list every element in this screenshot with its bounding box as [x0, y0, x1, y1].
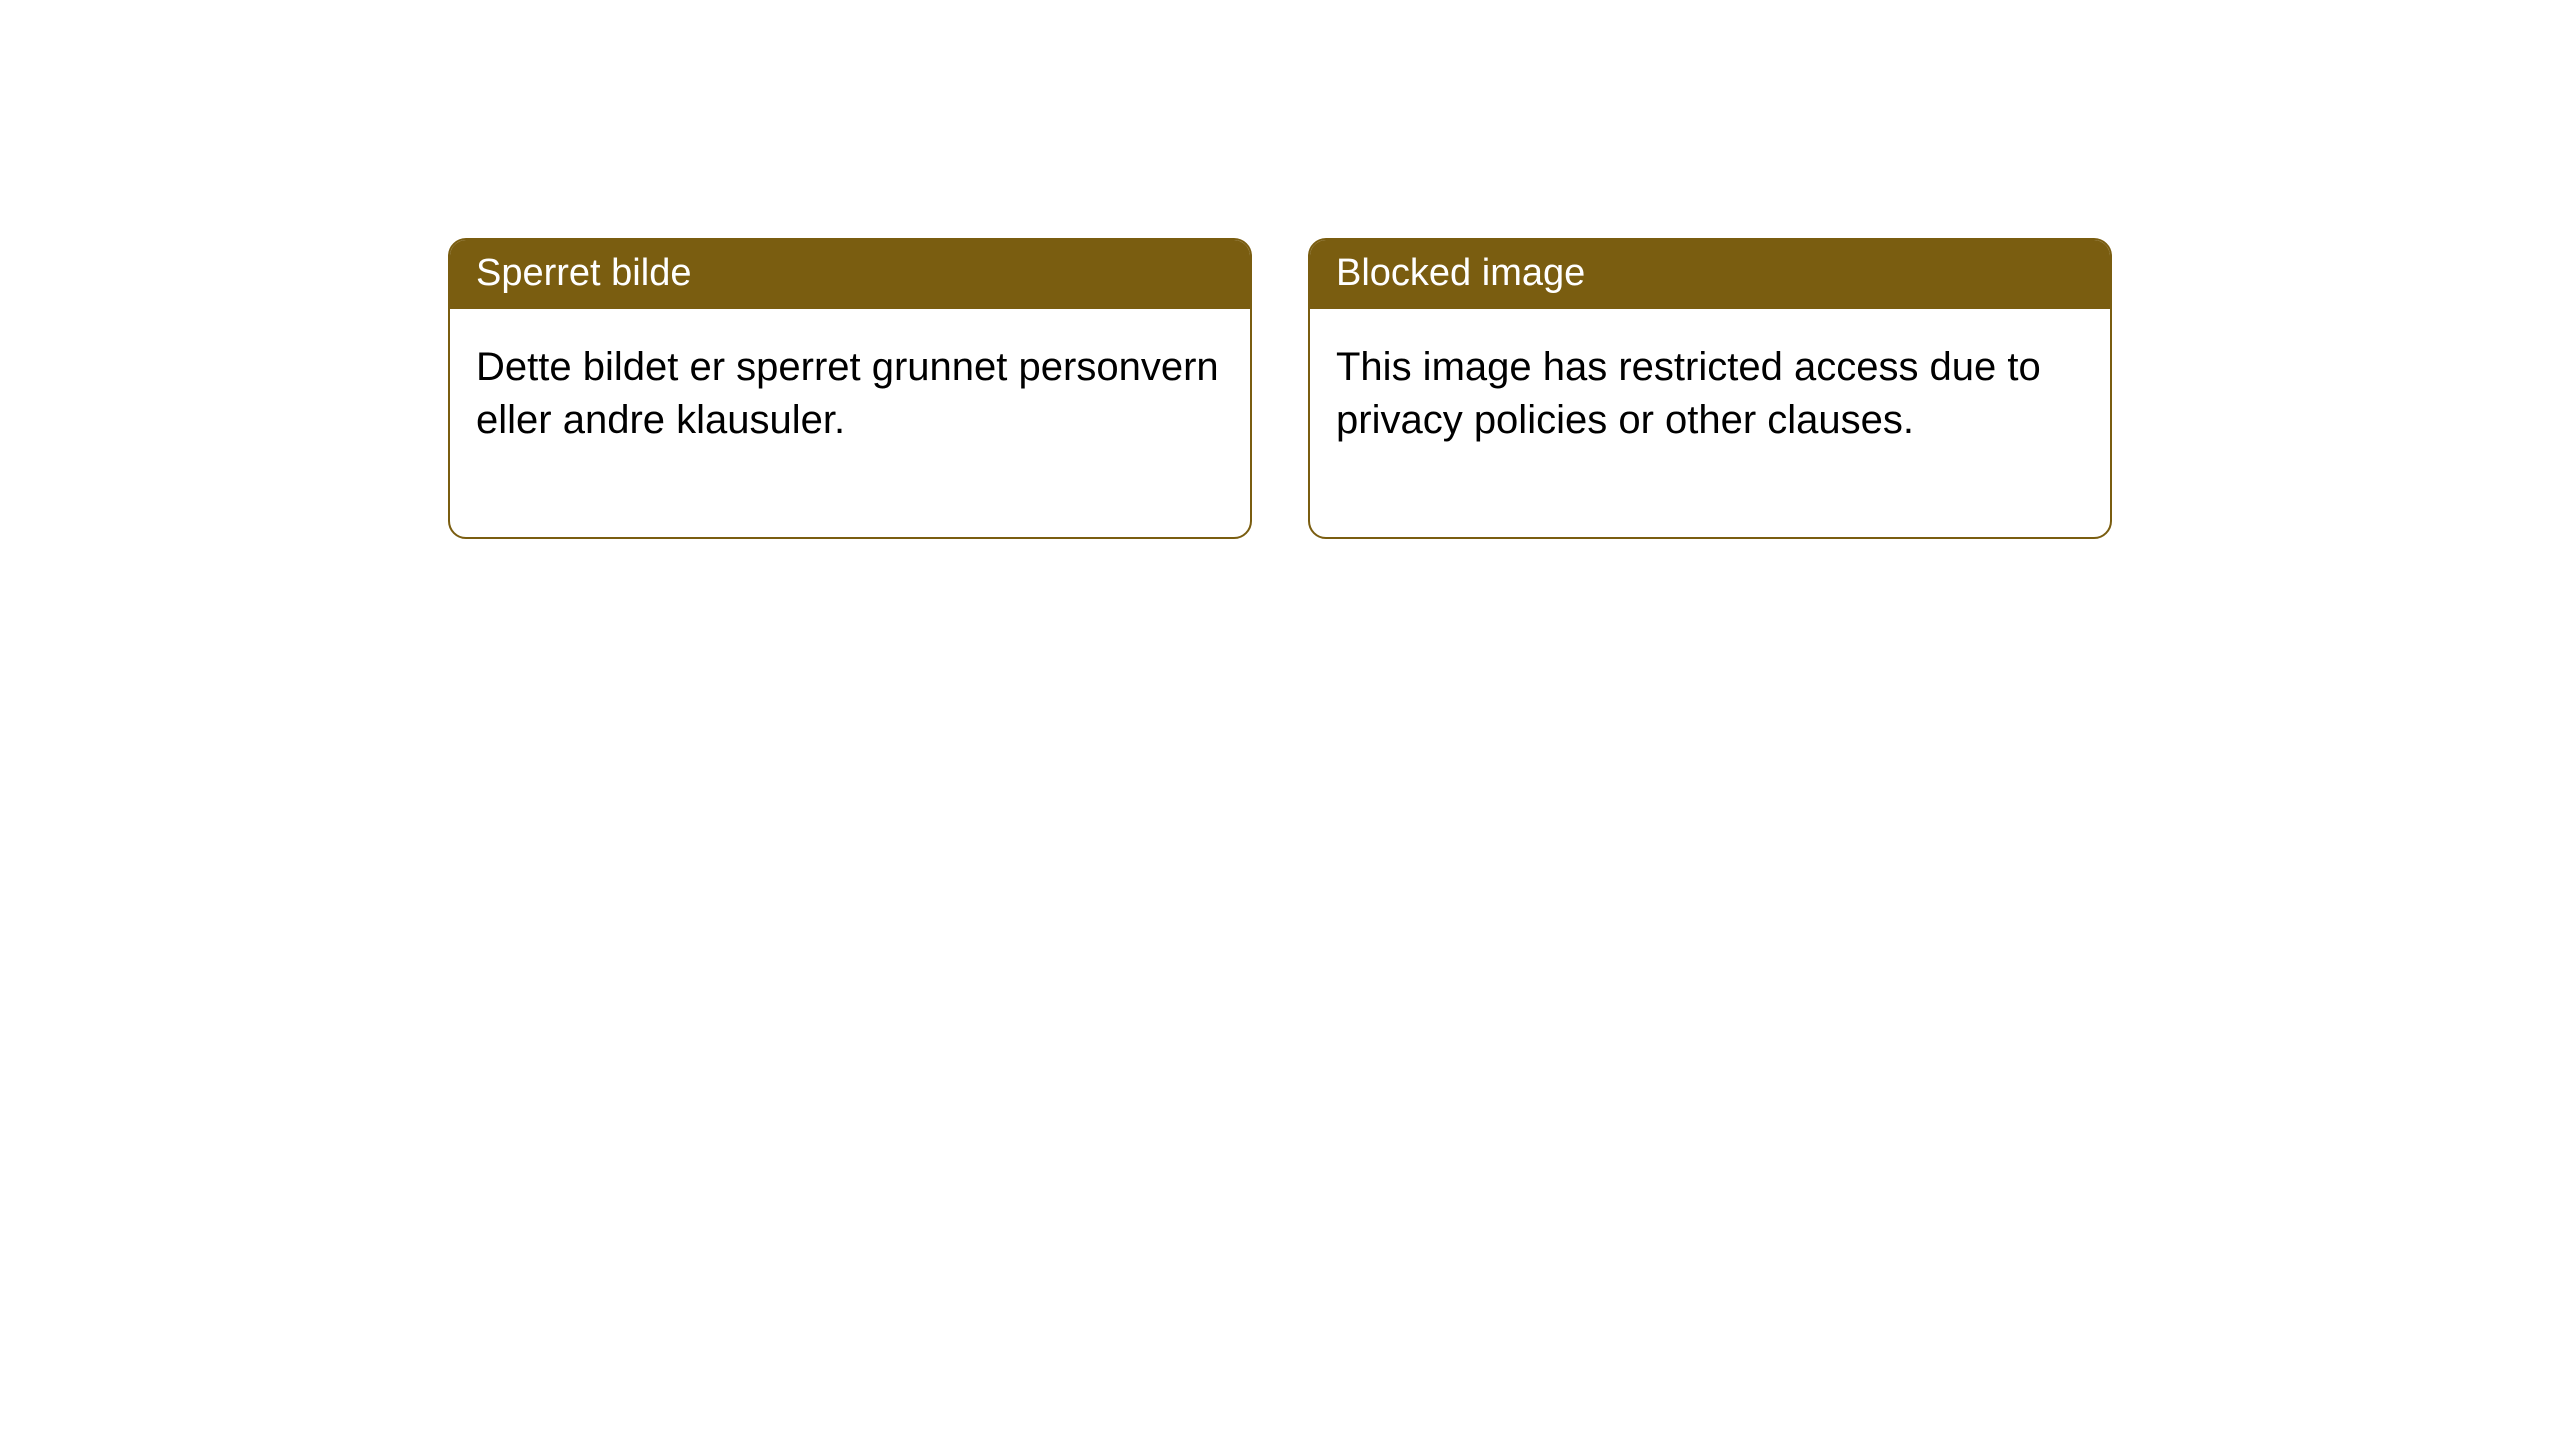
notice-box-norwegian: Sperret bilde Dette bildet er sperret gr…: [448, 238, 1252, 539]
notice-body: This image has restricted access due to …: [1310, 309, 2110, 537]
notice-body: Dette bildet er sperret grunnet personve…: [450, 309, 1250, 537]
notice-header: Sperret bilde: [450, 240, 1250, 309]
notice-box-english: Blocked image This image has restricted …: [1308, 238, 2112, 539]
notice-header: Blocked image: [1310, 240, 2110, 309]
notice-container: Sperret bilde Dette bildet er sperret gr…: [448, 238, 2112, 539]
